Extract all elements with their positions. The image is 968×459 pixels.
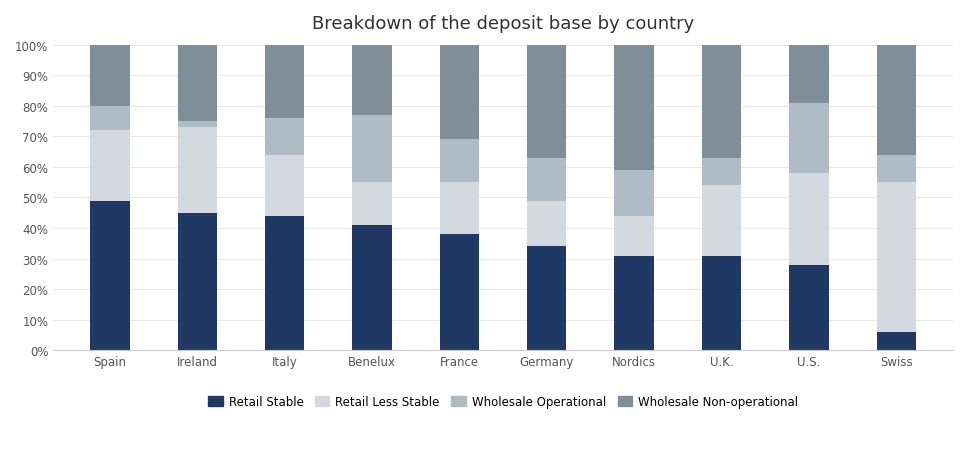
- Bar: [528, 45, 566, 158]
- Bar: [789, 174, 829, 265]
- Bar: [615, 256, 653, 351]
- Bar: [352, 225, 392, 351]
- Bar: [178, 45, 217, 122]
- Bar: [877, 155, 916, 183]
- Bar: [877, 332, 916, 351]
- Bar: [877, 183, 916, 332]
- Bar: [528, 247, 566, 351]
- Bar: [702, 45, 741, 158]
- Title: Breakdown of the deposit base by country: Breakdown of the deposit base by country: [312, 15, 694, 33]
- Bar: [702, 256, 741, 351]
- Bar: [528, 201, 566, 247]
- Bar: [439, 140, 479, 183]
- Bar: [178, 122, 217, 128]
- Bar: [439, 235, 479, 351]
- Bar: [90, 106, 130, 131]
- Bar: [352, 45, 392, 116]
- Bar: [528, 158, 566, 201]
- Bar: [90, 131, 130, 201]
- Bar: [789, 45, 829, 104]
- Bar: [352, 116, 392, 183]
- Bar: [439, 45, 479, 140]
- Legend: Retail Stable, Retail Less Stable, Wholesale Operational, Wholesale Non-operatio: Retail Stable, Retail Less Stable, Whole…: [206, 393, 801, 411]
- Bar: [265, 45, 304, 119]
- Bar: [615, 171, 653, 216]
- Bar: [877, 45, 916, 155]
- Bar: [265, 216, 304, 351]
- Bar: [90, 45, 130, 106]
- Bar: [439, 183, 479, 235]
- Bar: [352, 183, 392, 225]
- Bar: [615, 45, 653, 171]
- Bar: [178, 213, 217, 351]
- Bar: [265, 119, 304, 155]
- Bar: [178, 128, 217, 213]
- Bar: [789, 104, 829, 174]
- Bar: [90, 201, 130, 351]
- Bar: [615, 216, 653, 256]
- Bar: [789, 265, 829, 351]
- Bar: [702, 158, 741, 186]
- Bar: [702, 186, 741, 256]
- Bar: [265, 155, 304, 216]
